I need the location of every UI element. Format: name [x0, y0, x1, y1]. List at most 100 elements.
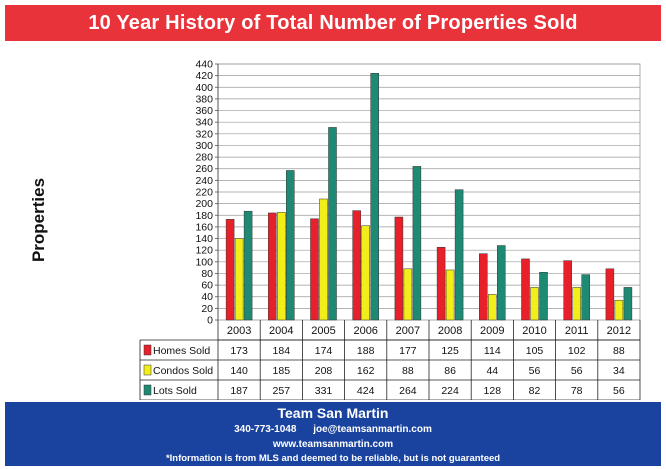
bar-homes-sold — [225, 219, 235, 321]
bar-condos-sold — [614, 299, 624, 321]
table-cell-value: 56 — [613, 385, 625, 397]
table-cell-value: 162 — [357, 365, 375, 377]
y-tick-label: 380 — [195, 93, 213, 105]
legend-label: Condos Sold — [153, 365, 213, 377]
y-tick-label: 300 — [195, 140, 213, 152]
bar-condos-sold — [530, 287, 539, 321]
bar-homes-sold — [479, 253, 488, 321]
legend-swatch — [143, 364, 152, 376]
bar-homes-sold — [394, 216, 404, 321]
table-cell-value: 173 — [230, 345, 248, 357]
table-cell-value: 88 — [613, 345, 625, 357]
y-tick-label: 260 — [195, 163, 213, 175]
x-tick-label: 2008 — [438, 325, 462, 337]
legend-label: Lots Sold — [153, 385, 197, 397]
chart-title: 10 Year History of Total Number of Prope… — [88, 11, 578, 34]
table-cell-value: 185 — [273, 365, 291, 377]
y-tick-label: 120 — [195, 245, 213, 257]
bar-lots-sold — [623, 287, 633, 321]
footer-disclaimer: *Information is from MLS and deemed to b… — [165, 453, 501, 464]
legend-swatch — [143, 344, 152, 356]
table-cell-value: 86 — [444, 365, 456, 377]
footer-contact: 340-773-1048 joe@teamsanmartin.com — [5, 424, 661, 435]
table-cell-value: 34 — [613, 365, 625, 377]
table-cell-value: 82 — [529, 385, 541, 397]
bar-lots-sold — [581, 274, 590, 321]
table-cell-value: 264 — [399, 385, 417, 397]
footer-phone: 340-773-1048 — [234, 424, 297, 435]
table-cell-value: 188 — [357, 345, 375, 357]
bar-condos-sold — [234, 238, 244, 321]
bar-lots-sold — [497, 245, 506, 321]
table-cell-value: 128 — [484, 385, 502, 397]
bar-lots-sold — [412, 166, 422, 321]
table-cell-value: 184 — [273, 345, 291, 357]
y-tick-label: 420 — [195, 70, 213, 82]
table-cell-value: 114 — [484, 345, 501, 357]
table-cell-value: 140 — [230, 365, 248, 377]
y-tick-label: 100 — [195, 256, 213, 268]
y-tick-label: 160 — [195, 221, 213, 233]
y-tick-label: 200 — [195, 198, 213, 210]
footer-banner: Team San Martin 340-773-1048 joe@teamsan… — [5, 402, 661, 466]
bar-lots-sold — [286, 170, 295, 321]
y-tick-label: 20 — [201, 303, 213, 315]
x-tick-label: 2003 — [227, 325, 251, 337]
bar-condos-sold — [488, 294, 497, 321]
x-tick-label: 2005 — [311, 325, 335, 337]
y-tick-label: 180 — [195, 210, 213, 222]
y-tick-label: 140 — [195, 233, 213, 245]
y-tick-label: 60 — [201, 280, 213, 292]
table-cell-value: 331 — [315, 385, 333, 397]
bar-homes-sold — [310, 218, 319, 321]
table-cell-value: 44 — [486, 365, 498, 377]
y-tick-label: 0 — [207, 315, 213, 327]
table-cell-value: 56 — [571, 365, 583, 377]
bar-condos-sold — [319, 198, 328, 321]
bar-lots-sold — [243, 210, 253, 321]
table-cell-value: 257 — [273, 385, 291, 397]
table-cell-value: 187 — [230, 385, 248, 397]
y-tick-label: 400 — [195, 82, 213, 94]
bar-chart: 0204060801001201401601802002202402602803… — [139, 59, 641, 400]
x-tick-label: 2009 — [480, 325, 504, 337]
footer-email[interactable]: joe@teamsanmartin.com — [313, 424, 432, 435]
legend-swatch — [143, 384, 152, 396]
bar-condos-sold — [572, 287, 581, 321]
footer-website[interactable]: www.teamsanmartin.com — [272, 439, 394, 450]
table-cell-value: 56 — [529, 365, 541, 377]
legend-label: Homes Sold — [153, 345, 210, 357]
bar-lots-sold — [328, 127, 337, 321]
bar-homes-sold — [352, 210, 361, 321]
x-tick-label: 2007 — [396, 325, 420, 337]
y-tick-label: 280 — [195, 152, 213, 164]
bar-homes-sold — [268, 212, 277, 321]
title-banner: 10 Year History of Total Number of Prope… — [5, 5, 661, 41]
y-tick-label: 220 — [195, 187, 213, 199]
y-tick-label: 80 — [201, 268, 213, 280]
bar-condos-sold — [277, 212, 286, 321]
bar-lots-sold — [539, 272, 548, 321]
y-tick-label: 440 — [195, 59, 213, 71]
y-tick-label: 340 — [195, 117, 213, 129]
bar-homes-sold — [605, 268, 615, 321]
table-cell-value: 174 — [315, 345, 333, 357]
table-cell-value: 105 — [526, 345, 544, 357]
bar-condos-sold — [445, 269, 455, 321]
table-cell-value: 78 — [571, 385, 583, 397]
table-cell-value: 88 — [402, 365, 414, 377]
bar-lots-sold — [454, 189, 464, 321]
bar-homes-sold — [436, 247, 446, 321]
table-cell-value: 177 — [399, 345, 417, 357]
bar-condos-sold — [403, 268, 413, 321]
table-cell-value: 424 — [357, 385, 375, 397]
table-cell-value: 208 — [315, 365, 333, 377]
table-cell-value: 102 — [568, 345, 586, 357]
bar-homes-sold — [563, 260, 572, 321]
table-cell-value: 125 — [441, 345, 459, 357]
y-tick-label: 320 — [195, 128, 213, 140]
x-tick-label: 2004 — [269, 325, 293, 337]
y-tick-label: 240 — [195, 175, 213, 187]
footer-team-name: Team San Martin — [277, 405, 389, 421]
table-cell-value: 224 — [441, 385, 459, 397]
